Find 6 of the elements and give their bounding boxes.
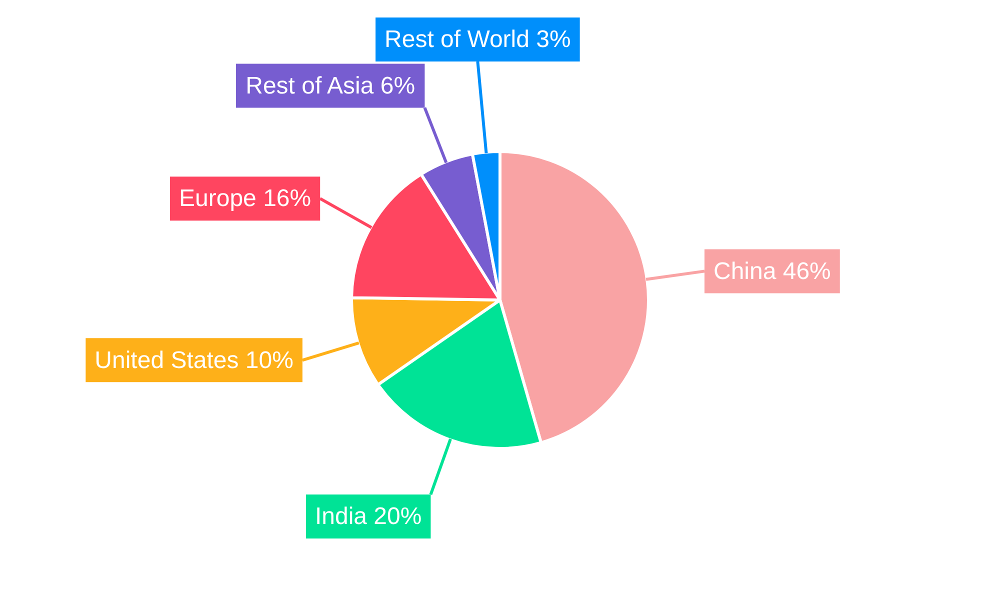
slice-label: United States 10% bbox=[94, 346, 294, 374]
slice-label: Europe 16% bbox=[179, 185, 312, 212]
slice-label: Rest of Asia 6% bbox=[246, 72, 416, 100]
slice-label: China 46% bbox=[713, 258, 831, 285]
slice-label: Rest of World 3% bbox=[384, 26, 571, 54]
slice-label: India 20% bbox=[314, 503, 422, 530]
